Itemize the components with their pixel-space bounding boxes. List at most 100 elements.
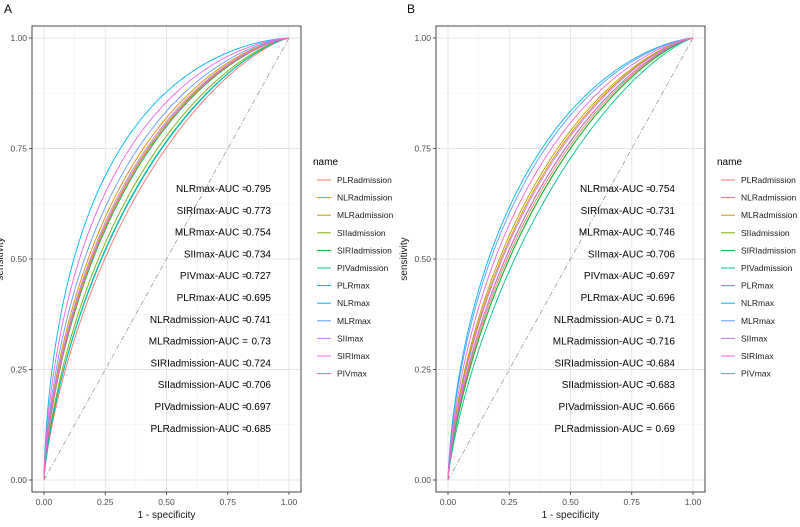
auc-annotation-value: 0.754 [650, 184, 675, 195]
auc-annotation-value: 0.773 [246, 206, 271, 217]
auc-annotation-value: 0.71 [656, 315, 676, 326]
legend-label-MLRmax: MLRmax [741, 316, 776, 326]
auc-annotation-value: 0.697 [246, 402, 271, 413]
auc-annotation-label: MLRadmission-AUC = [149, 337, 248, 348]
auc-annotation-value: 0.684 [650, 358, 675, 369]
auc-annotation-value: 0.696 [650, 293, 675, 304]
x-tick-label: 0.00 [36, 497, 53, 507]
legend-title: name [313, 157, 338, 168]
reference-diagonal [447, 37, 694, 481]
auc-annotation-label: SIRImax-AUC = [581, 206, 653, 217]
auc-annotation-label: SIIadmission-AUC = [562, 380, 652, 391]
auc-annotation-value: 0.683 [650, 380, 675, 391]
legend-label-PIVadmission: PIVadmission [337, 263, 389, 273]
auc-annotation-value: 0.73 [252, 337, 272, 348]
auc-annotation-value: 0.685 [246, 424, 271, 435]
legend-label-SIImax: SIImax [741, 333, 768, 343]
roc-curve-MLRadmission [447, 37, 694, 480]
auc-annotation-label: NLRmax-AUC = [580, 184, 652, 195]
x-tick-label: 0.25 [501, 497, 518, 507]
auc-annotation-label: SIIadmission-AUC = [158, 380, 248, 391]
panel-label: A [4, 2, 12, 16]
auc-annotation-label: PLRmax-AUC = [581, 293, 653, 304]
legend-label-SIRIadmission: SIRIadmission [741, 245, 796, 255]
roc-curve-PIVadmission [447, 37, 694, 480]
roc-curve-PIVmax [43, 37, 290, 480]
legend-title: name [717, 157, 742, 168]
auc-annotation-value: 0.746 [650, 228, 675, 239]
roc-curve-NLRmax [43, 37, 290, 480]
auc-annotation-label: PLRadmission-AUC = [554, 424, 652, 435]
auc-annotation-value: 0.695 [246, 293, 271, 304]
auc-annotation-label: MLRmax-AUC = [579, 228, 652, 239]
y-tick-label: 0.00 [10, 475, 27, 485]
auc-annotation-label: PIVadmission-AUC = [155, 402, 249, 413]
auc-annotation-label: PIVmax-AUC = [180, 271, 248, 282]
auc-annotation-value: 0.706 [650, 249, 675, 260]
auc-annotation-value: 0.724 [246, 358, 271, 369]
legend-label-SIIadmission: SIIadmission [337, 228, 386, 238]
y-tick-label: 1.00 [10, 33, 27, 43]
legend-label-PLRmax: PLRmax [337, 281, 370, 291]
legend-label-NLRmax: NLRmax [337, 298, 371, 308]
x-axis-title: 1 - specificity [138, 510, 196, 521]
auc-annotation-value: 0.697 [650, 271, 675, 282]
y-tick-label: 1.00 [414, 33, 431, 43]
roc-panel-A: 0.00 0.25 0.50 0.75 1.00 0.00 0.25 0.50 0.75 1.00… [0, 2, 393, 521]
roc-panel-B: 0.00 0.25 0.50 0.75 1.00 0.00 0.25 0.50 0.75 1.00… [399, 2, 797, 521]
roc-curve-PIVmax [447, 37, 694, 480]
x-tick-label: 1.00 [281, 497, 298, 507]
legend-label-SIIadmission: SIIadmission [741, 228, 790, 238]
y-axis-title: sensitivity [0, 237, 6, 280]
legend-label-PIVmax: PIVmax [741, 369, 772, 379]
auc-annotation-label: PLRmax-AUC = [177, 293, 249, 304]
legend-label-SIImax: SIImax [337, 333, 364, 343]
roc-curve-MLRmax [43, 37, 290, 480]
legend-label-PLRmax: PLRmax [741, 281, 774, 291]
x-tick-label: 0.50 [158, 497, 175, 507]
x-tick-label: 0.00 [440, 497, 457, 507]
legend-label-MLRadmission: MLRadmission [337, 210, 393, 220]
y-axis-title: sensitivity [399, 237, 410, 280]
y-tick-label: 0.25 [414, 365, 431, 375]
auc-annotation-value: 0.731 [650, 206, 675, 217]
auc-annotation-value: 0.754 [246, 228, 271, 239]
legend-label-NLRadmission: NLRadmission [741, 193, 797, 203]
auc-annotation-value: 0.727 [246, 271, 271, 282]
x-axis-title: 1 - specificity [542, 510, 600, 521]
auc-annotation-label: SIRIadmission-AUC = [150, 358, 248, 369]
auc-annotation-label: NLRadmission-AUC = [150, 315, 248, 326]
roc-curve-MLRmax [447, 37, 694, 480]
auc-annotation-value: 0.795 [246, 184, 271, 195]
auc-annotation-label: PLRadmission-AUC = [150, 424, 248, 435]
auc-annotation-label: MLRadmission-AUC = [553, 337, 652, 348]
legend-label-PIVmax: PIVmax [337, 369, 368, 379]
legend-label-MLRadmission: MLRadmission [741, 210, 797, 220]
auc-annotation-value: 0.716 [650, 337, 675, 348]
legend-label-SIRIadmission: SIRIadmission [337, 245, 392, 255]
reference-diagonal [43, 37, 290, 481]
legend-label-NLRadmission: NLRadmission [337, 193, 393, 203]
legend: name PLRadmission NLRadmission MLRadmission… [313, 157, 393, 379]
auc-annotation-label: SIRImax-AUC = [177, 206, 249, 217]
x-tick-label: 0.50 [562, 497, 579, 507]
y-tick-label: 0.50 [10, 254, 27, 264]
auc-annotation-label: SIImax-AUC = [184, 249, 248, 260]
auc-annotation-value: 0.741 [246, 315, 271, 326]
x-tick-label: 0.75 [623, 497, 640, 507]
auc-annotation-label: SIImax-AUC = [588, 249, 652, 260]
roc-curve-SIRImax [447, 37, 694, 480]
auc-annotation-label: SIRIadmission-AUC = [554, 358, 652, 369]
legend-label-PLRadmission: PLRadmission [741, 175, 796, 185]
auc-annotation-label: NLRmax-AUC = [176, 184, 248, 195]
x-tick-label: 0.75 [219, 497, 236, 507]
auc-annotation-value: 0.734 [246, 249, 271, 260]
legend-label-SIRImax: SIRImax [337, 351, 370, 361]
y-tick-label: 0.75 [414, 144, 431, 154]
x-tick-label: 1.00 [685, 497, 702, 507]
legend-label-SIRImax: SIRImax [741, 351, 774, 361]
auc-annotation-value: 0.666 [650, 402, 675, 413]
legend-label-NLRmax: NLRmax [741, 298, 775, 308]
roc-curve-PLRmax [43, 37, 290, 480]
